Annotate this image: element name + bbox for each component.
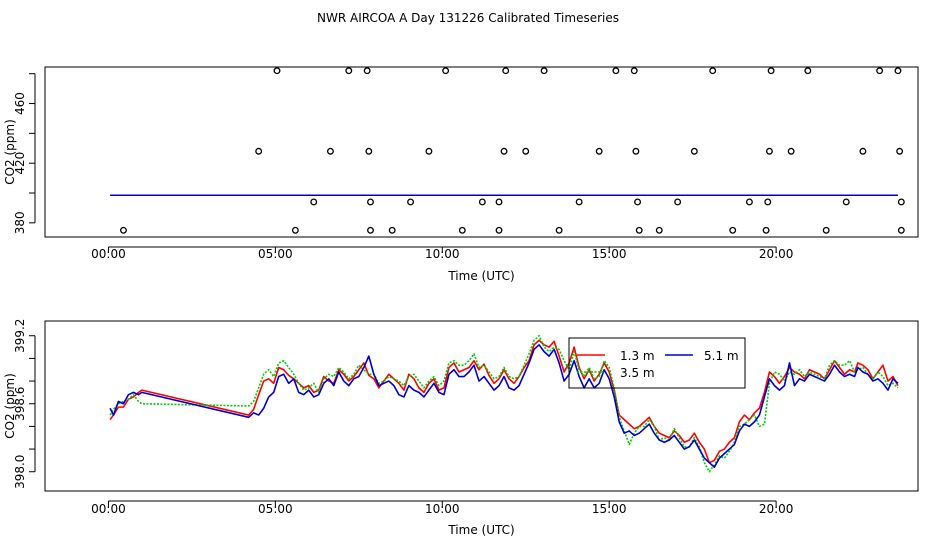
- figure-title: NWR AIRCOA A Day 131226 Calibrated Times…: [317, 11, 619, 25]
- scatter-point: [745, 198, 753, 206]
- y-axis-label: CO2 (ppm): [3, 119, 17, 185]
- series-line-5-1-m: [109, 343, 899, 469]
- scatter-point: [767, 67, 775, 75]
- scatter-point: [859, 147, 867, 155]
- scatter-point: [842, 198, 850, 206]
- plot-frame: [44, 320, 919, 492]
- y-axis-label: CO2 (ppm): [3, 373, 17, 439]
- y-tick-label: 399.2: [13, 319, 27, 353]
- scatter-point: [764, 198, 772, 206]
- x-tick-label: 10:00: [425, 247, 460, 261]
- scatter-point: [365, 147, 373, 155]
- scatter-point: [634, 198, 642, 206]
- scatter-point: [822, 226, 830, 234]
- y-tick-label: 460: [13, 92, 27, 115]
- y-tick-label: 380: [13, 211, 27, 234]
- scatter-point: [595, 147, 603, 155]
- scatter-point: [458, 226, 466, 234]
- x-tick-label: 20:00: [759, 502, 794, 516]
- scatter-point: [762, 226, 770, 234]
- x-tick-label: 10:00: [425, 502, 460, 516]
- x-axis-label: Time (UTC): [447, 269, 514, 283]
- scatter-point: [635, 226, 643, 234]
- legend-label: 3.5 m: [620, 366, 655, 380]
- scatter-point: [804, 67, 812, 75]
- scatter-point: [522, 147, 530, 155]
- scatter-point: [690, 147, 698, 155]
- series-line-1-3-m: [109, 339, 899, 464]
- scatter-point: [709, 67, 717, 75]
- scatter-point: [363, 67, 371, 75]
- scatter-point: [540, 67, 548, 75]
- scatter-point: [407, 198, 415, 206]
- legend-label: 1.3 m: [620, 349, 655, 363]
- y-tick-label: 420: [13, 152, 27, 175]
- scatter-point: [495, 198, 503, 206]
- scatter-point: [765, 147, 773, 155]
- scatter-point: [273, 67, 281, 75]
- scatter-point: [345, 67, 353, 75]
- legend-box: [568, 337, 746, 389]
- y-tick-label: 398.0: [13, 455, 27, 489]
- scatter-point: [326, 147, 334, 155]
- scatter-point: [502, 67, 510, 75]
- scatter-point: [555, 226, 563, 234]
- x-axis-label: Time (UTC): [447, 523, 514, 537]
- scatter-point: [425, 147, 433, 155]
- scatter-point: [787, 147, 795, 155]
- scatter-point: [310, 198, 318, 206]
- scatter-point: [897, 198, 905, 206]
- legend: 1.3 m 5.1 m 3.5 m: [568, 337, 746, 389]
- scatter-point: [729, 226, 737, 234]
- x-tick-label: 00:00: [91, 502, 126, 516]
- scatter-point: [442, 67, 450, 75]
- x-tick-label: 15:00: [592, 247, 627, 261]
- series-line-3-5-m: [109, 334, 899, 473]
- chart-bottom-panel: 00:00 05:00 10:00 15:00 20:00 Time (UTC) 398.0…: [3, 319, 919, 537]
- x-tick-label: 00:00: [91, 247, 126, 261]
- scatter-point: [632, 147, 640, 155]
- scatter-point: [255, 147, 263, 155]
- scatter-point: [291, 226, 299, 234]
- scatter-point: [500, 147, 508, 155]
- scatter-point: [120, 226, 127, 234]
- legend-label: 5.1 m: [704, 349, 739, 363]
- scatter-point: [478, 198, 486, 206]
- x-tick-label: 20:00: [759, 247, 794, 261]
- scatter-point: [612, 67, 620, 75]
- x-tick-label: 05:00: [258, 502, 293, 516]
- plot-frame: [44, 66, 919, 238]
- scatter-point: [896, 147, 904, 155]
- scatter-point: [876, 67, 884, 75]
- x-tick-label: 05:00: [258, 247, 293, 261]
- scatter-point: [575, 198, 583, 206]
- scatter-point: [367, 226, 374, 234]
- scatter-point: [894, 67, 902, 75]
- scatter-point: [897, 226, 905, 234]
- chart-top-panel: 00:00 05:00 10:00 15:00 20:00 Time (UTC) 380 42…: [3, 66, 919, 283]
- scatter-point: [630, 67, 638, 75]
- y-tick-label: 398.6: [13, 387, 27, 421]
- scatter-point: [388, 226, 396, 234]
- x-tick-label: 15:00: [592, 502, 627, 516]
- scatter-point: [674, 198, 682, 206]
- scatter-point: [655, 226, 663, 234]
- scatter-point: [495, 226, 503, 234]
- scatter-point: [367, 198, 374, 206]
